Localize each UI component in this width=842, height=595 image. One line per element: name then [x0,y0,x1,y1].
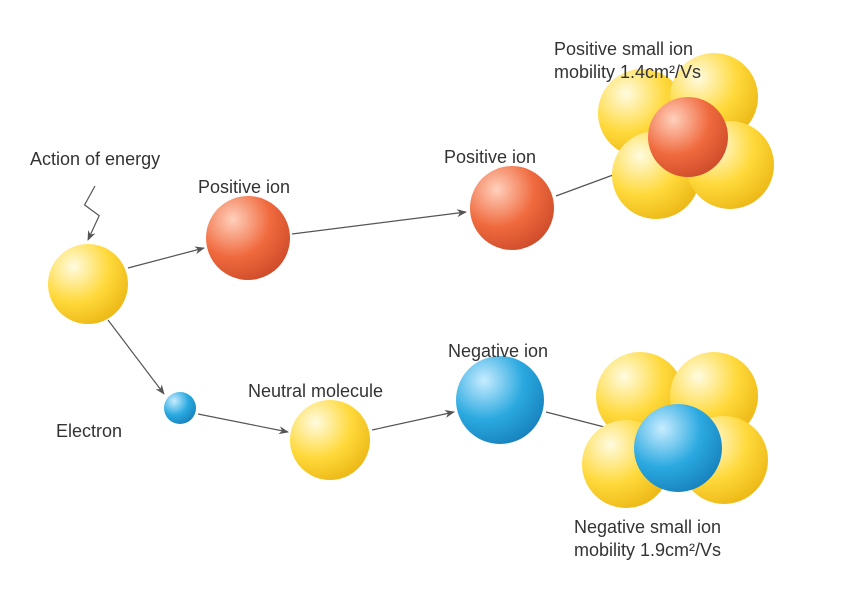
neg-cluster-sphere-4 [634,404,722,492]
label-negative-small-ion-line2: mobility 1.9cm²/Vs [574,540,721,560]
arrow-neu-to-neg [372,412,454,430]
pos-cluster-sphere-4 [648,97,728,177]
arrow-posA-to-posB [292,212,466,234]
label-positive-small-ion-line1: Positive small ion [554,39,693,59]
electron-sphere [164,392,196,424]
neutral-molecule-sphere [290,400,370,480]
source-sphere [48,244,128,324]
diagram-stage: Action of energy Positive ion Positive i… [0,0,842,595]
label-negative-small-ion: Negative small ion mobility 1.9cm²/Vs [574,516,721,561]
positive-ion-b-sphere [470,166,554,250]
label-positive-ion-b: Positive ion [444,146,536,169]
positive-ion-a-sphere [206,196,290,280]
label-negative-ion: Negative ion [448,340,548,363]
arrow-src-to-posA [128,248,204,268]
arrow-energy-in [85,186,100,240]
negative-ion-sphere [456,356,544,444]
arrow-src-to-elec [108,320,164,394]
label-positive-small-ion: Positive small ion mobility 1.4cm²/Vs [554,38,701,83]
arrow-elec-to-neu [198,414,288,432]
label-neutral-molecule: Neutral molecule [248,380,383,403]
label-electron: Electron [56,420,122,443]
label-positive-ion-a: Positive ion [198,176,290,199]
label-positive-small-ion-line2: mobility 1.4cm²/Vs [554,62,701,82]
label-action-of-energy: Action of energy [30,148,160,171]
label-negative-small-ion-line1: Negative small ion [574,517,721,537]
